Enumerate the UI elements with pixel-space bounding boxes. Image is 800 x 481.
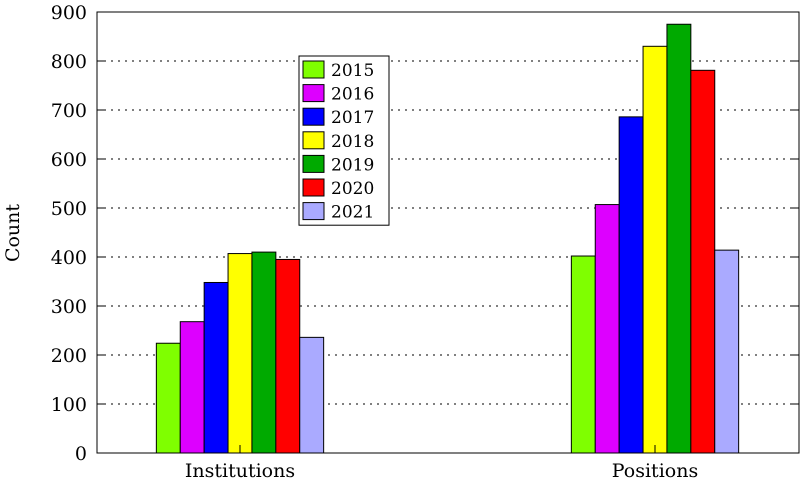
x-axis: Institutions Positions xyxy=(185,445,698,481)
legend-label: 2015 xyxy=(331,61,374,81)
bar-institutions-2015 xyxy=(155,342,181,454)
y-tick-label: 900 xyxy=(51,2,87,24)
y-tick-label: 700 xyxy=(51,100,87,122)
legend: 2015 2016 2017 2018 2019 2020 2021 xyxy=(298,55,390,226)
bar-institutions-2021 xyxy=(299,336,325,454)
bar-institutions-2018 xyxy=(227,253,253,454)
legend-label: 2019 xyxy=(331,155,374,175)
bar-positions-2018 xyxy=(642,45,668,454)
bar-institutions-2019 xyxy=(251,251,277,454)
legend-label: 2018 xyxy=(331,132,374,152)
y-tick-label: 200 xyxy=(51,345,87,367)
y-axis-title: Count xyxy=(2,204,24,262)
y-tick-label: 400 xyxy=(51,247,87,269)
legend-label: 2021 xyxy=(331,203,374,223)
legend-swatch xyxy=(302,154,325,173)
legend-swatch xyxy=(302,60,325,79)
legend-swatch xyxy=(302,84,325,103)
x-tick-label: Institutions xyxy=(185,460,295,481)
y-tick-label: 800 xyxy=(51,51,87,73)
bar-institutions-2016 xyxy=(179,321,205,454)
bar-positions-2015 xyxy=(570,255,596,454)
bar-positions-2021 xyxy=(714,249,740,454)
y-tick-label: 100 xyxy=(51,394,87,416)
bar-institutions-2017 xyxy=(203,281,229,454)
legend-label: 2017 xyxy=(331,108,374,128)
legend-swatch xyxy=(302,131,325,150)
bar-positions-2019 xyxy=(666,23,692,454)
y-axis: 0 100 200 300 400 500 600 700 800 900 xyxy=(51,2,799,465)
x-tick-label: Positions xyxy=(612,460,698,481)
legend-swatch xyxy=(302,202,325,221)
bar-positions-2020 xyxy=(690,69,716,454)
legend-label: 2016 xyxy=(331,85,374,105)
legend-swatch xyxy=(302,107,325,126)
bar-positions-2016 xyxy=(594,204,620,454)
bar-positions-2017 xyxy=(618,116,644,454)
y-tick-label: 600 xyxy=(51,149,87,171)
y-tick-label: 300 xyxy=(51,296,87,318)
legend-label: 2020 xyxy=(331,179,374,199)
legend-swatch xyxy=(302,178,325,197)
plot-frame xyxy=(96,11,800,454)
bar-institutions-2020 xyxy=(275,258,301,454)
bars xyxy=(155,23,740,454)
y-tick-label: 0 xyxy=(75,443,87,465)
gridlines xyxy=(97,60,799,405)
y-tick-label: 500 xyxy=(51,198,87,220)
